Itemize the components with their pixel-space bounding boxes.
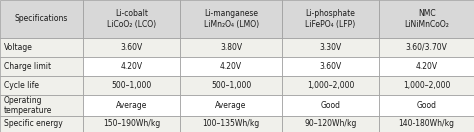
Text: 1,000–2,000: 1,000–2,000 [403,81,450,90]
Bar [0,57,83,76]
Bar [282,76,379,95]
Text: Average: Average [215,101,247,110]
Bar [83,76,180,95]
Bar [0,95,83,116]
Bar [282,0,379,38]
Bar [379,116,474,132]
Bar [83,95,180,116]
Text: Specifications: Specifications [15,14,68,23]
Bar [379,38,474,57]
Text: Li-cobalt
LiCoO₂ (LCO): Li-cobalt LiCoO₂ (LCO) [107,9,156,29]
Text: Li-manganese
LiMn₂O₄ (LMO): Li-manganese LiMn₂O₄ (LMO) [203,9,259,29]
Text: 500–1,000: 500–1,000 [111,81,152,90]
Text: 140-180Wh/kg: 140-180Wh/kg [399,119,455,128]
Text: 500–1,000: 500–1,000 [211,81,251,90]
Bar [180,38,282,57]
Text: Good: Good [417,101,437,110]
Bar [180,76,282,95]
Bar [0,0,83,38]
Text: 3.30V: 3.30V [319,43,342,52]
Bar [282,57,379,76]
Text: Charge limit: Charge limit [4,62,51,71]
Text: 3.60V: 3.60V [120,43,143,52]
Bar [0,76,83,95]
Bar [282,116,379,132]
Text: Li-phosphate
LiFePO₄ (LFP): Li-phosphate LiFePO₄ (LFP) [305,9,356,29]
Bar [83,57,180,76]
Text: 90–120Wh/kg: 90–120Wh/kg [304,119,357,128]
Bar [282,95,379,116]
Text: Good: Good [320,101,341,110]
Text: Cycle life: Cycle life [4,81,39,90]
Text: 4.20V: 4.20V [220,62,242,71]
Text: 4.20V: 4.20V [120,62,143,71]
Text: 1,000–2,000: 1,000–2,000 [307,81,354,90]
Text: Average: Average [116,101,147,110]
Bar [180,116,282,132]
Bar [83,116,180,132]
Text: NMC
LiNiMnCoO₂: NMC LiNiMnCoO₂ [404,9,449,29]
Bar [180,57,282,76]
Bar [379,57,474,76]
Text: Operating
temperature: Operating temperature [4,96,52,115]
Bar [282,38,379,57]
Text: Specific energy: Specific energy [4,119,63,128]
Bar [379,76,474,95]
Text: 4.20V: 4.20V [416,62,438,71]
Bar [379,0,474,38]
Text: 3.80V: 3.80V [220,43,242,52]
Bar [180,0,282,38]
Text: Voltage: Voltage [4,43,33,52]
Text: 3.60/3.70V: 3.60/3.70V [406,43,447,52]
Text: 150–190Wh/kg: 150–190Wh/kg [103,119,160,128]
Bar [0,38,83,57]
Bar [83,0,180,38]
Bar [379,95,474,116]
Bar [0,116,83,132]
Text: 100–135Wh/kg: 100–135Wh/kg [202,119,260,128]
Bar [180,95,282,116]
Bar [83,38,180,57]
Text: 3.60V: 3.60V [319,62,342,71]
